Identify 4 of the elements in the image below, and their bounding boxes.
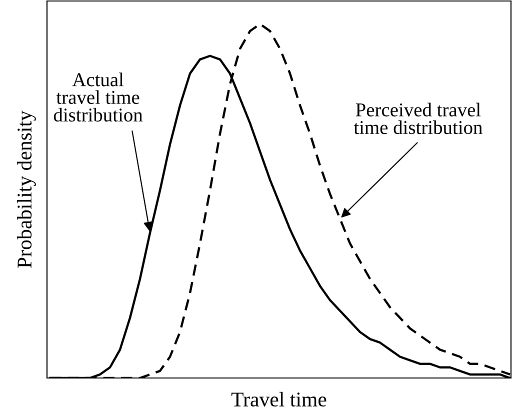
annotation: Actual travel time distribution <box>54 72 143 122</box>
x-axis-title: Travel time <box>231 392 326 407</box>
y-axis-title: Probability density <box>16 110 36 268</box>
annotation: Perceived travel time distribution <box>354 102 482 134</box>
